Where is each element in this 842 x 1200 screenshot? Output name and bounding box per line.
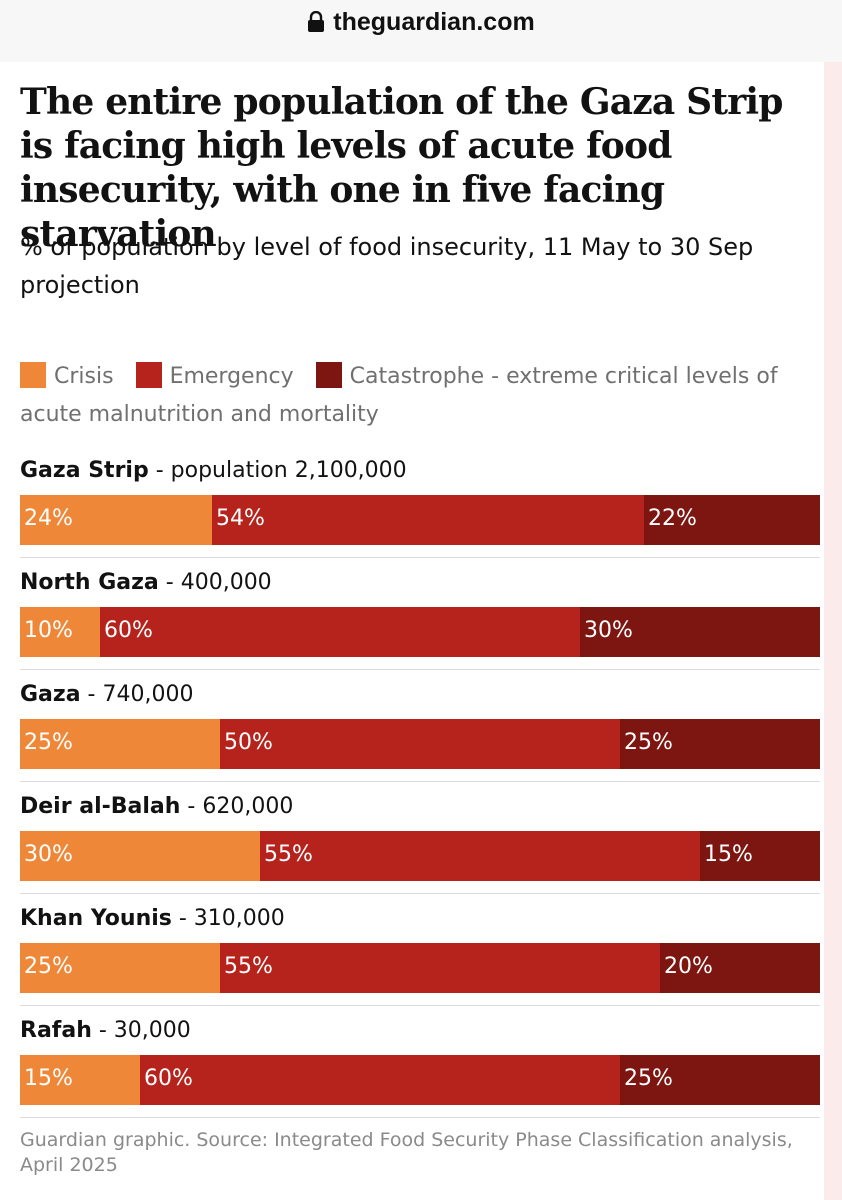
chart-title: The entire population of the Gaza Strip …: [20, 81, 783, 255]
data-label: 55%: [264, 842, 313, 867]
category-population: - 400,000: [158, 570, 272, 595]
category-population: - 310,000: [171, 906, 285, 931]
bar-segment-crisis: [20, 831, 260, 881]
legend-label: Crisis: [54, 364, 114, 389]
data-label: 25%: [624, 730, 673, 755]
bar-segment-emergency: [140, 1055, 620, 1105]
chart-subtitle: % of population by level of food insecur…: [20, 233, 754, 299]
stacked-bar: 15% 60% 25%: [20, 1055, 820, 1105]
category-population: - 620,000: [180, 794, 294, 819]
stacked-bar: 25% 55% 20%: [20, 943, 820, 993]
bar-segment-crisis: [20, 607, 100, 657]
category-population: - population 2,100,000: [148, 458, 407, 483]
stacked-bar: 30% 55% 15%: [20, 831, 820, 881]
bar-segment-crisis: [20, 719, 220, 769]
data-label: 50%: [224, 730, 273, 755]
row-label: Rafah - 30,000: [20, 1018, 191, 1043]
stacked-bar: 10% 60% 30%: [20, 607, 820, 657]
row-label: Deir al-Balah - 620,000: [20, 794, 293, 819]
row-divider: [20, 781, 820, 782]
legend-item-1: Crisis: [20, 362, 114, 389]
category-name: Deir al-Balah: [20, 794, 181, 819]
category-name: Khan Younis: [20, 906, 172, 931]
bar-segment-catastrophe: [660, 943, 820, 993]
data-label: 22%: [648, 506, 697, 531]
data-label: 30%: [584, 618, 633, 643]
bar-segment-emergency: [212, 495, 644, 545]
chart-legend: Crisis Emergency Catastrophe - extreme cri…: [20, 358, 820, 434]
legend-label: Catastrophe - extreme critical levels of…: [20, 364, 778, 427]
lock-icon: [308, 11, 325, 32]
data-label: 25%: [624, 1066, 673, 1091]
legend-item-2: Emergency: [135, 362, 294, 389]
category-population: - 740,000: [80, 682, 194, 707]
data-label: 54%: [216, 506, 265, 531]
data-label: 15%: [24, 1066, 73, 1091]
data-label: 25%: [24, 954, 73, 979]
row-divider: [20, 557, 820, 558]
bar-segment-emergency: [100, 607, 580, 657]
bar-segment-catastrophe: [620, 1055, 820, 1105]
bar-segment-emergency: [220, 943, 660, 993]
bar-segment-catastrophe: [700, 831, 820, 881]
url-text: theguardian.com: [333, 7, 535, 36]
row-label: North Gaza - 400,000: [20, 570, 272, 595]
bar-segment-crisis: [20, 943, 220, 993]
bar-segment-crisis: [20, 495, 212, 545]
row-label: Gaza Strip - population 2,100,000: [20, 458, 407, 483]
row-divider: [20, 893, 820, 894]
category-name: North Gaza: [20, 570, 159, 595]
data-label: 30%: [24, 842, 73, 867]
chart-source: Guardian graphic. Source: Integrated Foo…: [20, 1129, 793, 1176]
legend-swatch: [315, 362, 342, 388]
bar-segment-crisis: [20, 1055, 140, 1105]
bar-segment-catastrophe: [620, 719, 820, 769]
row-label: Gaza - 740,000: [20, 682, 193, 707]
data-label: 15%: [704, 842, 753, 867]
legend-item-3: Catastrophe - extreme critical levels of…: [20, 362, 778, 427]
data-label: 60%: [144, 1066, 193, 1091]
category-population: - 30,000: [91, 1018, 191, 1043]
category-name: Gaza Strip: [20, 458, 149, 483]
category-name: Rafah: [20, 1018, 92, 1043]
bar-segment-catastrophe: [644, 495, 820, 545]
legend-swatch: [20, 362, 46, 388]
legend-swatch: [135, 362, 162, 388]
data-label: 55%: [224, 954, 273, 979]
bar-segment-emergency: [220, 719, 620, 769]
legend-label: Emergency: [169, 364, 294, 389]
row-label: Khan Younis - 310,000: [20, 906, 285, 931]
browser-url-bar[interactable]: theguardian.com: [0, 0, 842, 44]
data-label: 20%: [664, 954, 713, 979]
row-divider: [20, 1117, 820, 1118]
page-accent-strip: [824, 62, 842, 1200]
stacked-bar: 24% 54% 22%: [20, 495, 820, 545]
url-display[interactable]: theguardian.com: [307, 7, 535, 37]
row-divider: [20, 1005, 820, 1006]
category-name: Gaza: [20, 682, 81, 707]
stacked-bar: 25% 50% 25%: [20, 719, 820, 769]
data-label: 10%: [24, 618, 73, 643]
bar-segment-emergency: [260, 831, 700, 881]
bar-segment-catastrophe: [580, 607, 820, 657]
data-label: 60%: [104, 618, 153, 643]
data-label: 24%: [24, 506, 73, 531]
row-divider: [20, 669, 820, 670]
data-label: 25%: [24, 730, 73, 755]
